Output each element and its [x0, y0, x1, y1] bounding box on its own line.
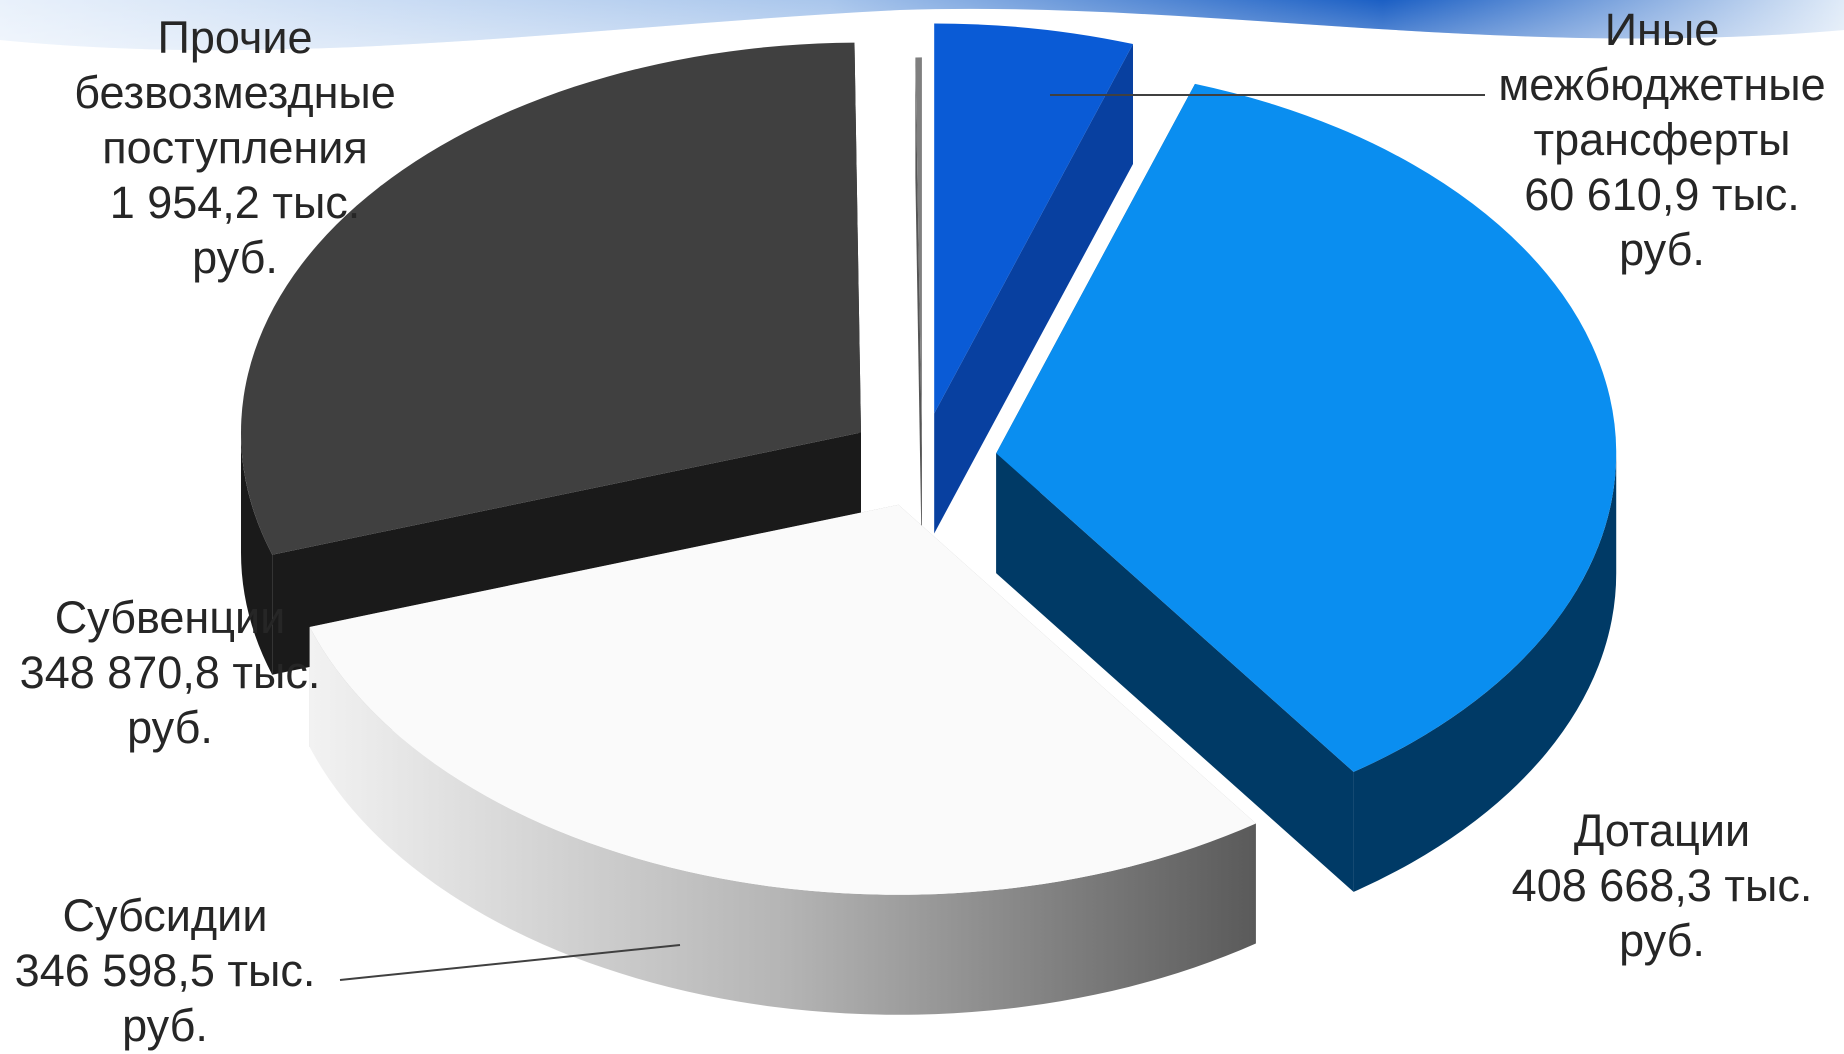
slice-side	[240, 432, 273, 675]
label-line: поступления	[102, 122, 368, 173]
slice-label-dotatsii: Дотации 408 668,3 тыс. руб.	[1480, 803, 1844, 968]
leader-line-subsidii	[339, 944, 681, 981]
slice-top	[240, 42, 861, 555]
slice-label-subsidii: Субсидии 346 598,5 тыс. руб.	[0, 888, 330, 1053]
slice-top	[915, 57, 922, 448]
label-line: трансферты	[1533, 114, 1791, 165]
slice-top	[996, 83, 1617, 772]
slice-top	[934, 23, 1133, 414]
slice-side	[309, 626, 1256, 1015]
slice-value: 408 668,3 тыс.	[1511, 860, 1813, 911]
slice-unit: руб.	[1619, 915, 1705, 966]
slice-label-transfers: Иные межбюджетные трансферты 60 610,9 ты…	[1480, 2, 1844, 277]
slice-value: 346 598,5 тыс.	[14, 945, 316, 996]
slice-value: 1 954,2 тыс.	[109, 177, 361, 228]
slice-unit: руб.	[1619, 224, 1705, 275]
slice-cut-face	[934, 44, 1133, 534]
slice-cut-face	[996, 453, 1354, 892]
slice-cut-face	[915, 57, 922, 568]
slice-unit: руб.	[192, 232, 278, 283]
background-wave	[0, 0, 1844, 51]
slice-unit: руб.	[127, 702, 213, 753]
label-line: Иные	[1604, 4, 1720, 55]
label-line: Прочие	[157, 12, 313, 63]
slice-side	[1353, 453, 1617, 892]
pie-slice	[934, 23, 1133, 534]
pie-slice	[309, 504, 1256, 1015]
slice-label-subventsii: Субвенции 348 870,8 тыс. руб.	[0, 590, 340, 755]
pie-slice	[996, 83, 1617, 892]
label-line: межбюджетные	[1498, 59, 1826, 110]
slice-top	[309, 504, 1256, 895]
slice-unit: руб.	[122, 1000, 208, 1051]
label-line: Субсидии	[62, 890, 268, 941]
label-line: Субвенции	[54, 592, 286, 643]
slice-label-prochie: Прочие безвозмездные поступления 1 954,2…	[40, 10, 430, 285]
slice-value: 60 610,9 тыс.	[1524, 169, 1800, 220]
slice-value: 348 870,8 тыс.	[19, 647, 321, 698]
label-line: Дотации	[1573, 805, 1751, 856]
pie-slice	[915, 57, 922, 568]
label-line: безвозмездные	[74, 67, 396, 118]
